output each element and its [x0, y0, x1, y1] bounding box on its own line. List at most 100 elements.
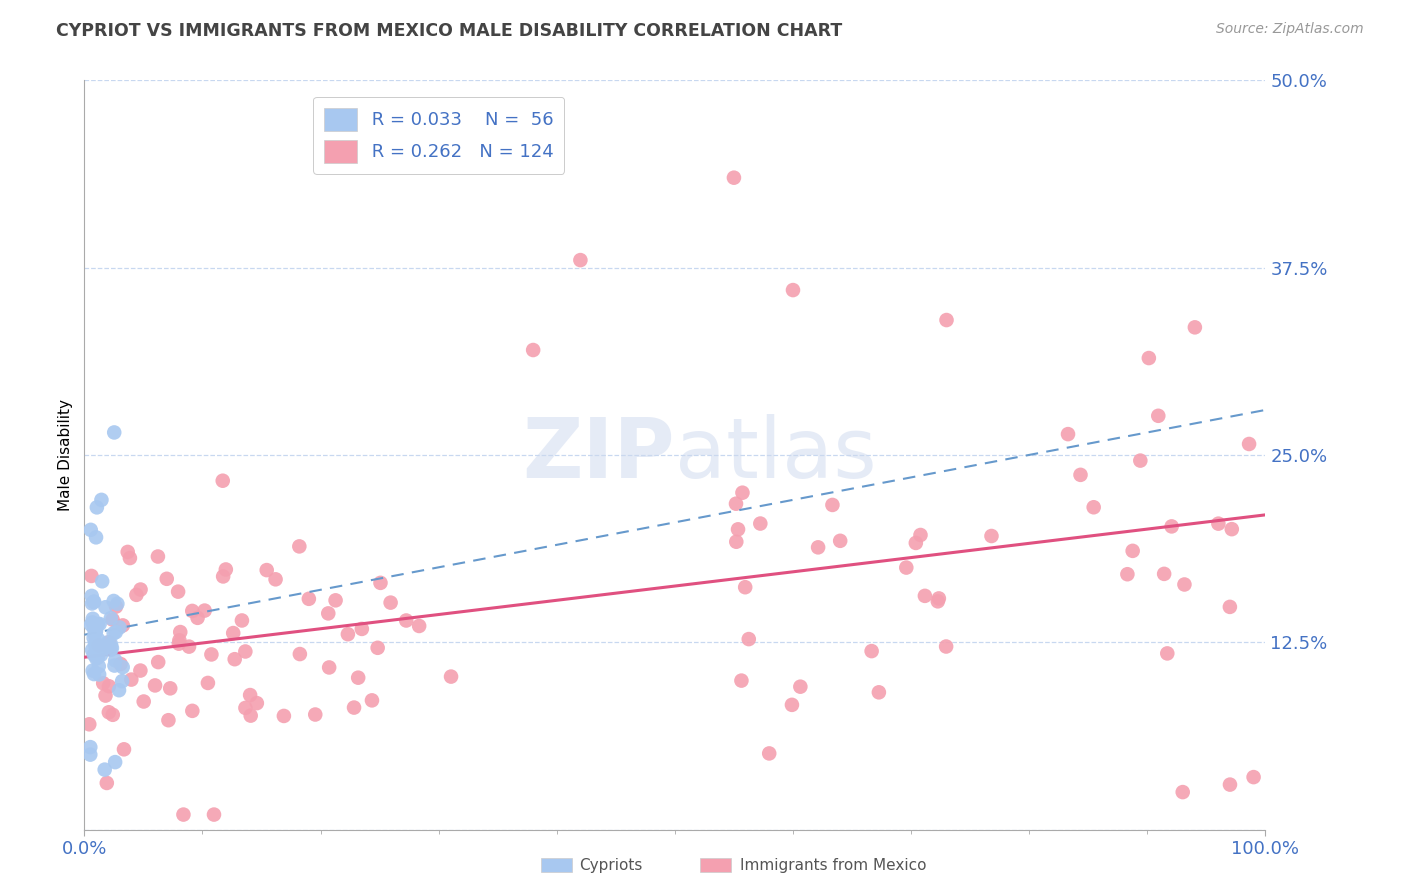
Point	[343, 700, 366, 714]
Point	[91, 676, 114, 690]
Point	[724, 497, 747, 511]
Point	[103, 594, 125, 608]
Point	[169, 633, 191, 648]
Point	[928, 591, 950, 606]
Point	[87, 632, 110, 647]
Point	[101, 707, 124, 722]
Point	[361, 693, 384, 707]
Point	[738, 632, 761, 646]
Point	[118, 551, 141, 566]
Point	[1129, 453, 1152, 467]
Point	[194, 604, 217, 618]
Point	[197, 676, 219, 690]
Point	[1160, 519, 1182, 533]
Point	[222, 626, 245, 640]
Point	[101, 640, 124, 655]
Point	[101, 613, 124, 627]
Point	[181, 604, 204, 618]
Point	[408, 619, 430, 633]
Point	[156, 572, 179, 586]
Point	[104, 755, 127, 769]
Point	[77, 717, 100, 731]
Point	[105, 597, 128, 611]
Point	[172, 807, 194, 822]
Point	[367, 640, 389, 655]
Point	[325, 593, 347, 607]
Point	[1069, 467, 1091, 482]
Point	[100, 637, 122, 651]
Point	[395, 614, 418, 628]
Point	[103, 626, 125, 640]
Point	[98, 635, 121, 649]
Point	[235, 644, 257, 658]
Point	[169, 625, 191, 640]
Point	[288, 647, 311, 661]
Point	[758, 747, 780, 761]
Point	[935, 640, 957, 654]
Point	[440, 670, 463, 684]
Point	[157, 713, 180, 727]
Point	[202, 807, 225, 822]
Point	[316, 607, 339, 621]
Point	[1083, 500, 1105, 515]
Point	[807, 541, 830, 555]
Point	[84, 651, 107, 665]
Point	[111, 618, 134, 632]
Text: Source: ZipAtlas.com: Source: ZipAtlas.com	[1216, 22, 1364, 37]
Point	[723, 170, 745, 185]
Point	[1208, 516, 1230, 531]
Point	[304, 707, 326, 722]
Point	[91, 574, 114, 589]
Point	[90, 643, 112, 657]
Point	[914, 589, 936, 603]
Point	[211, 474, 233, 488]
Point	[87, 659, 110, 673]
Point	[896, 560, 918, 574]
Point	[146, 549, 169, 564]
Point	[239, 708, 262, 723]
Point	[904, 536, 927, 550]
Point	[235, 701, 257, 715]
Point	[84, 530, 107, 544]
Point	[181, 704, 204, 718]
Point	[821, 498, 844, 512]
Point	[1219, 778, 1241, 792]
Point	[727, 522, 749, 536]
Point	[1147, 409, 1170, 423]
Point	[112, 742, 135, 756]
Point	[336, 627, 359, 641]
Text: ZIP: ZIP	[523, 415, 675, 495]
Point	[83, 631, 105, 645]
Point	[80, 617, 103, 632]
Point	[104, 653, 127, 667]
Point	[273, 709, 295, 723]
Text: Cypriots: Cypriots	[579, 858, 643, 872]
Point	[125, 588, 148, 602]
Point	[782, 283, 804, 297]
Point	[87, 644, 110, 658]
Point	[111, 674, 134, 689]
Point	[87, 639, 110, 653]
Point	[1116, 567, 1139, 582]
Point	[318, 660, 340, 674]
Point	[1171, 785, 1194, 799]
Point	[86, 643, 108, 657]
Point	[80, 597, 103, 611]
Point	[100, 611, 122, 625]
Point	[108, 683, 131, 698]
Point	[451, 126, 474, 140]
Point	[212, 569, 235, 583]
Point	[83, 667, 105, 681]
Point	[96, 635, 118, 649]
Point	[734, 580, 756, 594]
Point	[104, 625, 127, 640]
Point	[110, 657, 132, 671]
Point	[105, 599, 128, 614]
Point	[246, 696, 269, 710]
Point	[1156, 647, 1178, 661]
Point	[103, 658, 125, 673]
Point	[94, 640, 117, 655]
Point	[80, 589, 103, 603]
Point	[84, 637, 107, 651]
Point	[83, 627, 105, 641]
